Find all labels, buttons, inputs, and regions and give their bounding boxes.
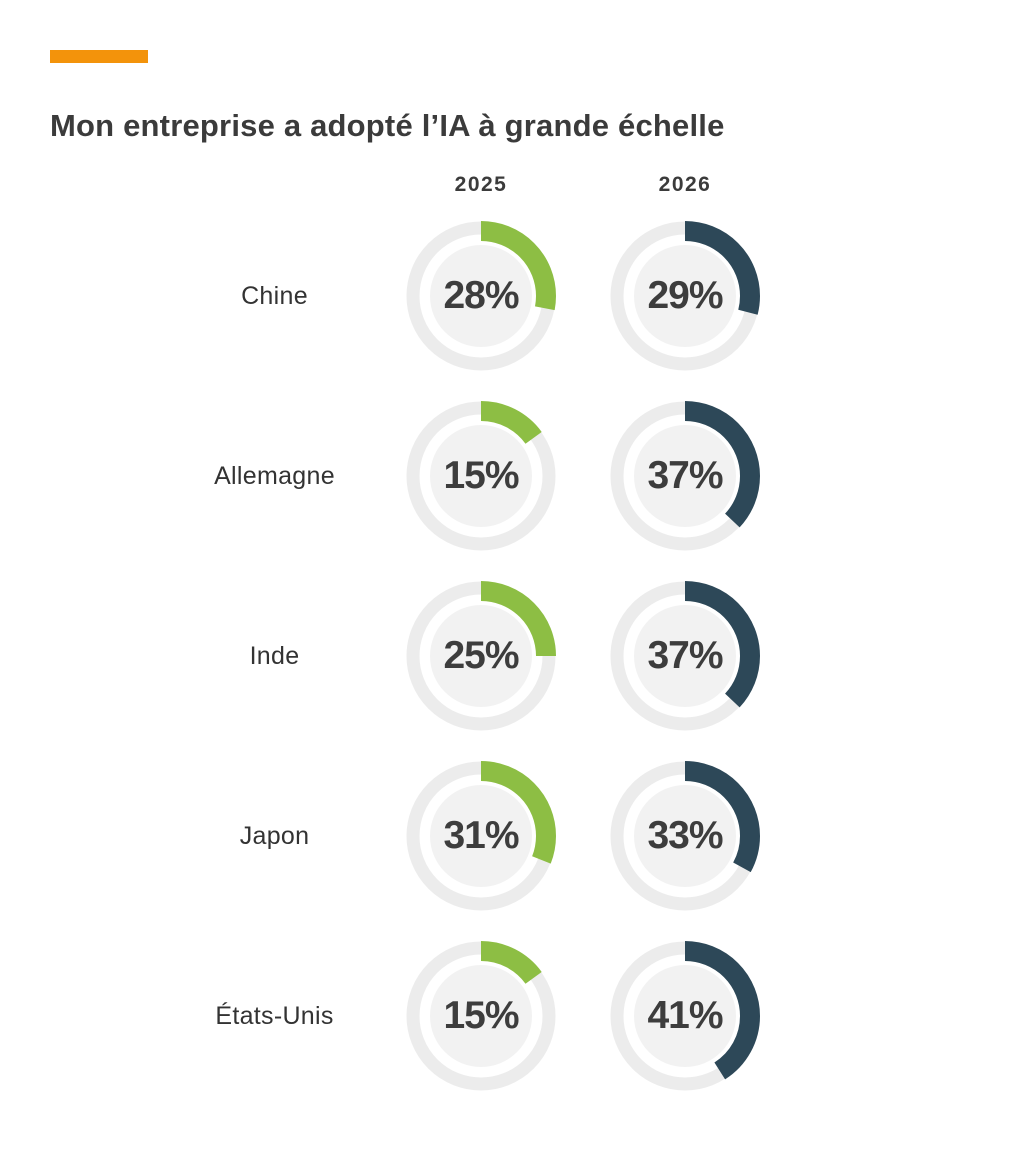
donut-cell-2026: 37% [583, 566, 787, 746]
donut-cell-2026: 37% [583, 386, 787, 566]
donut-progress-arc [610, 581, 760, 731]
donut-inner-circle [634, 965, 736, 1067]
percent-label: 25% [443, 634, 519, 677]
donut-2026-Chine: 29% [610, 221, 760, 371]
donut-inner-circle [430, 785, 532, 887]
percent-label: 15% [443, 454, 519, 497]
donut-progress-arc [610, 761, 760, 911]
donut-2025-Allemagne: 15% [406, 401, 556, 551]
donut-progress-arc [610, 221, 760, 371]
donut-cell-2025: 15% [379, 926, 583, 1106]
country-label: Inde [249, 641, 300, 670]
column-header-2026: 2026 [658, 173, 712, 196]
donut-svg [610, 941, 760, 1091]
column-header-spacer [170, 170, 379, 200]
donut-2025-Chine: 28% [406, 221, 556, 371]
donut-2025-Japon: 31% [406, 761, 556, 911]
donut-svg [406, 761, 556, 911]
percent-label: 29% [647, 274, 723, 317]
country-label: Allemagne [214, 461, 335, 490]
donut-svg [610, 401, 760, 551]
donut-2025-Inde: 25% [406, 581, 556, 731]
donut-cell-2026: 29% [583, 206, 787, 386]
donut-inner-circle [430, 245, 532, 347]
percent-label: 15% [443, 994, 519, 1037]
donut-progress-arc [610, 401, 760, 551]
donut-chart-grid: 2025 2026 Chine 28% 29% Allemagne [170, 170, 787, 1106]
country-label: Chine [241, 281, 308, 310]
donut-inner-circle [634, 785, 736, 887]
percent-label: 37% [647, 454, 723, 497]
donut-inner-circle [430, 605, 532, 707]
donut-2025-États-Unis: 15% [406, 941, 556, 1091]
donut-progress-arc [406, 581, 556, 731]
donut-svg [610, 221, 760, 371]
donut-progress-arc [406, 941, 556, 1091]
donut-inner-circle [430, 965, 532, 1067]
donut-inner-circle [634, 605, 736, 707]
country-label: États-Unis [215, 1001, 334, 1030]
country-label-cell: Chine [170, 206, 379, 386]
donut-svg [406, 941, 556, 1091]
donut-inner-circle [430, 425, 532, 527]
donut-svg [406, 581, 556, 731]
donut-2026-Allemagne: 37% [610, 401, 760, 551]
donut-svg [610, 761, 760, 911]
donut-2026-États-Unis: 41% [610, 941, 760, 1091]
donut-inner-circle [634, 425, 736, 527]
donut-progress-arc [406, 761, 556, 911]
page-title: Mon entreprise a adopté l’IA à grande éc… [50, 107, 725, 143]
donut-cell-2025: 15% [379, 386, 583, 566]
percent-label: 31% [443, 814, 519, 857]
accent-bar [50, 50, 148, 63]
column-header-2025: 2025 [454, 173, 508, 196]
country-label-cell: Allemagne [170, 386, 379, 566]
country-label-cell: Inde [170, 566, 379, 746]
percent-label: 33% [647, 814, 723, 857]
percent-label: 41% [647, 994, 723, 1037]
donut-progress-arc [406, 401, 556, 551]
donut-2026-Inde: 37% [610, 581, 760, 731]
country-label: Japon [239, 821, 310, 850]
donut-svg [610, 581, 760, 731]
donut-cell-2026: 33% [583, 746, 787, 926]
donut-svg [406, 221, 556, 371]
donut-cell-2025: 28% [379, 206, 583, 386]
donut-progress-arc [406, 221, 556, 371]
country-label-cell: États-Unis [170, 926, 379, 1106]
percent-label: 37% [647, 634, 723, 677]
country-label-cell: Japon [170, 746, 379, 926]
percent-label: 28% [443, 274, 519, 317]
donut-svg [406, 401, 556, 551]
donut-cell-2026: 41% [583, 926, 787, 1106]
donut-2026-Japon: 33% [610, 761, 760, 911]
donut-cell-2025: 25% [379, 566, 583, 746]
donut-progress-arc [610, 941, 760, 1091]
donut-inner-circle [634, 245, 736, 347]
donut-cell-2025: 31% [379, 746, 583, 926]
